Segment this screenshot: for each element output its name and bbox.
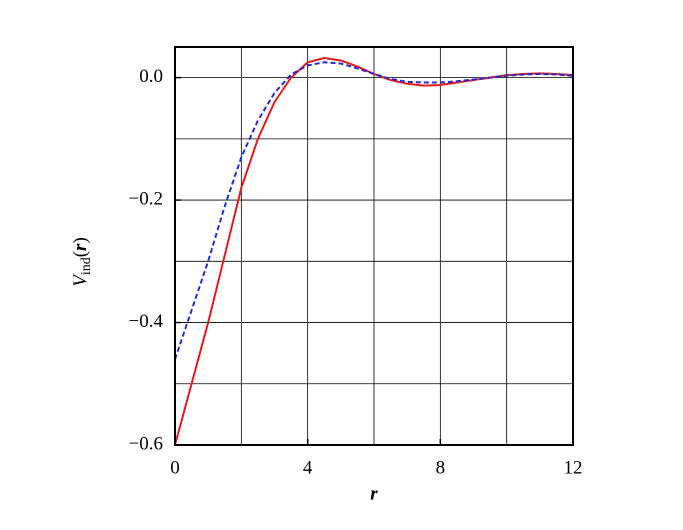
x-tick-label: 0 — [170, 457, 180, 478]
x-tick-label: 4 — [303, 457, 313, 478]
y-label-main: V — [70, 273, 91, 287]
y-tick-label: −0.6 — [129, 433, 163, 454]
y-axis-label: Vind(r) — [70, 237, 94, 287]
x-axis-label: r — [370, 483, 378, 504]
y-label-paren: ) — [70, 237, 91, 243]
y-tick-label: −0.4 — [129, 311, 164, 332]
y-label-paren: ( — [70, 251, 91, 257]
x-tick-label: 12 — [564, 457, 583, 478]
line-series — [174, 61, 574, 360]
y-tick-label: −0.2 — [129, 188, 163, 209]
plot-frame — [174, 46, 574, 446]
y-label-arg: r — [70, 243, 91, 251]
x-tick-label: 8 — [436, 457, 446, 478]
y-tick-label: 0.0 — [139, 66, 163, 87]
y-label-sub: ind — [79, 257, 94, 275]
